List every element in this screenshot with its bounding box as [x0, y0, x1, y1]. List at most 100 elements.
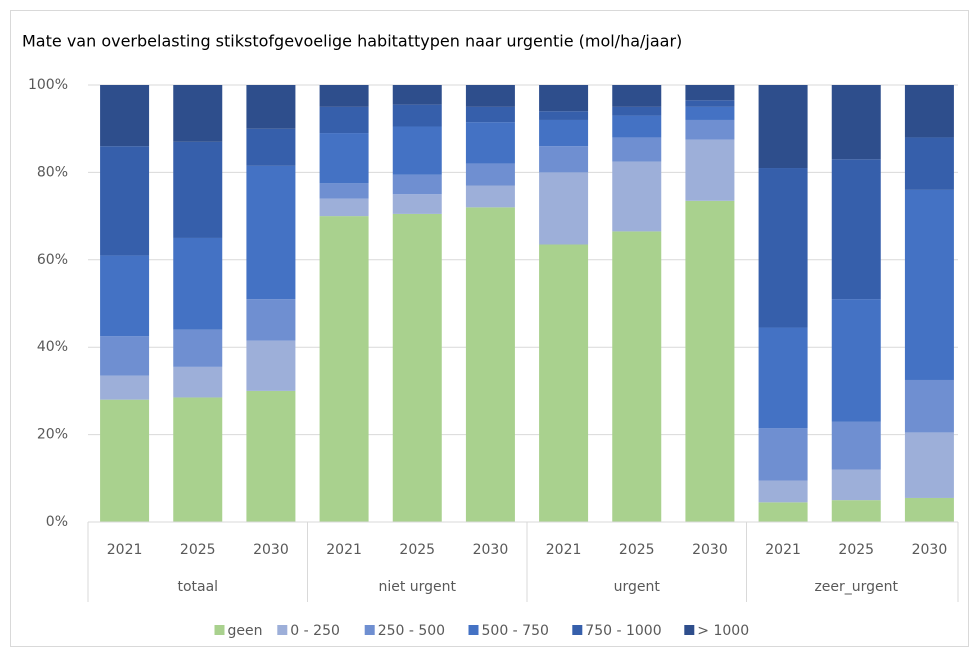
bar-segment: [612, 85, 662, 107]
bar-segment: [685, 100, 735, 107]
bar-segment: [831, 299, 881, 422]
legend-label: 250 - 500: [378, 623, 445, 639]
bar-segment: [173, 366, 223, 398]
bar-segment: [539, 172, 589, 245]
bar-segment: [831, 500, 881, 522]
x-tick-label: 2021: [546, 542, 582, 558]
x-tick-label: 2025: [619, 542, 655, 558]
y-tick-label: 0%: [46, 514, 68, 530]
bar-segment: [392, 85, 442, 105]
bar-segment: [904, 379, 954, 433]
bar-segment: [100, 85, 150, 147]
bar-segment: [319, 198, 369, 217]
bar-segment: [100, 255, 150, 337]
legend-label: 750 - 1000: [585, 623, 661, 639]
bar-segment: [904, 497, 954, 522]
bar-segment: [319, 133, 369, 184]
bar-segment: [685, 106, 735, 120]
bar-segment: [758, 85, 808, 169]
legend-label: geen: [228, 623, 263, 639]
y-tick-label: 60%: [37, 252, 68, 268]
bar-segment: [392, 213, 442, 523]
bar-segment: [612, 137, 662, 162]
legend-swatch: [214, 625, 225, 635]
y-tick-label: 20%: [37, 427, 68, 443]
y-tick-label: 40%: [37, 339, 68, 355]
bar-segment: [100, 399, 150, 522]
bar-segment: [758, 327, 808, 429]
legend-swatch: [572, 625, 583, 635]
bar-segment: [831, 159, 881, 300]
bar-segment: [612, 231, 662, 522]
bar-segment: [904, 189, 954, 380]
bar-segment: [904, 137, 954, 190]
bar-segment: [758, 480, 808, 503]
bar-segment: [319, 183, 369, 199]
legend-swatch: [684, 625, 695, 635]
bar-segment: [831, 421, 881, 470]
bar-segment: [319, 216, 369, 522]
legend-swatch: [468, 625, 479, 635]
bar-segment: [758, 502, 808, 522]
bar-segment: [465, 106, 515, 123]
bar-segment: [831, 469, 881, 501]
bar-segment: [758, 168, 808, 328]
bar-segment: [173, 329, 223, 367]
bar-segment: [173, 141, 223, 238]
bar-segment: [539, 244, 589, 522]
bar-segment: [612, 115, 662, 138]
bar-segment: [100, 146, 150, 256]
bar-segment: [758, 428, 808, 481]
bar-segment: [246, 390, 296, 522]
bar-segment: [904, 85, 954, 138]
bar-segment: [539, 111, 589, 120]
legend-swatch: [364, 625, 375, 635]
bar-segment: [392, 194, 442, 214]
legend-label: > 1000: [697, 623, 749, 639]
bar-segment: [392, 174, 442, 195]
x-tick-label: 2030: [692, 542, 728, 558]
bar-segment: [465, 85, 515, 107]
bar-segment: [465, 122, 515, 164]
legend-swatch: [277, 625, 288, 635]
bar-segment: [392, 104, 442, 127]
bar-segment: [612, 161, 662, 232]
bar-segment: [685, 200, 735, 522]
chart-title: Mate van overbelasting stikstofgevoelige…: [22, 32, 682, 51]
bar-segment: [465, 163, 515, 186]
bar-segment: [246, 299, 296, 341]
bar-segment: [173, 85, 223, 142]
bar-segment: [319, 106, 369, 134]
bar-segment: [539, 85, 589, 112]
x-tick-label: 2030: [253, 542, 289, 558]
x-tick-label: 2025: [838, 542, 874, 558]
bar-segment: [100, 336, 150, 376]
group-label: niet urgent: [378, 579, 456, 595]
group-label: totaal: [177, 579, 218, 595]
bar-segment: [173, 237, 223, 330]
bar-segment: [246, 165, 296, 300]
bar-segment: [685, 139, 735, 201]
y-tick-label: 80%: [37, 164, 68, 180]
bar-segment: [685, 85, 735, 101]
bar-segment: [904, 432, 954, 498]
group-label: zeer_urgent: [814, 579, 898, 595]
bar-segment: [246, 85, 296, 129]
x-tick-label: 2030: [473, 542, 509, 558]
x-tick-label: 2021: [326, 542, 362, 558]
y-tick-label: 100%: [28, 77, 68, 93]
bar-segment: [465, 185, 515, 208]
bar-segment: [392, 126, 442, 175]
bar-segment: [539, 119, 589, 147]
bar-segment: [539, 146, 589, 173]
x-tick-label: 2025: [399, 542, 435, 558]
bar-segment: [100, 375, 150, 400]
bar-segment: [246, 128, 296, 166]
group-label: urgent: [614, 579, 661, 595]
bar-segment: [319, 85, 369, 107]
x-tick-label: 2030: [912, 542, 948, 558]
bar-segment: [465, 207, 515, 523]
bar-segment: [831, 85, 881, 160]
bar-segment: [246, 340, 296, 391]
x-tick-label: 2021: [107, 542, 143, 558]
